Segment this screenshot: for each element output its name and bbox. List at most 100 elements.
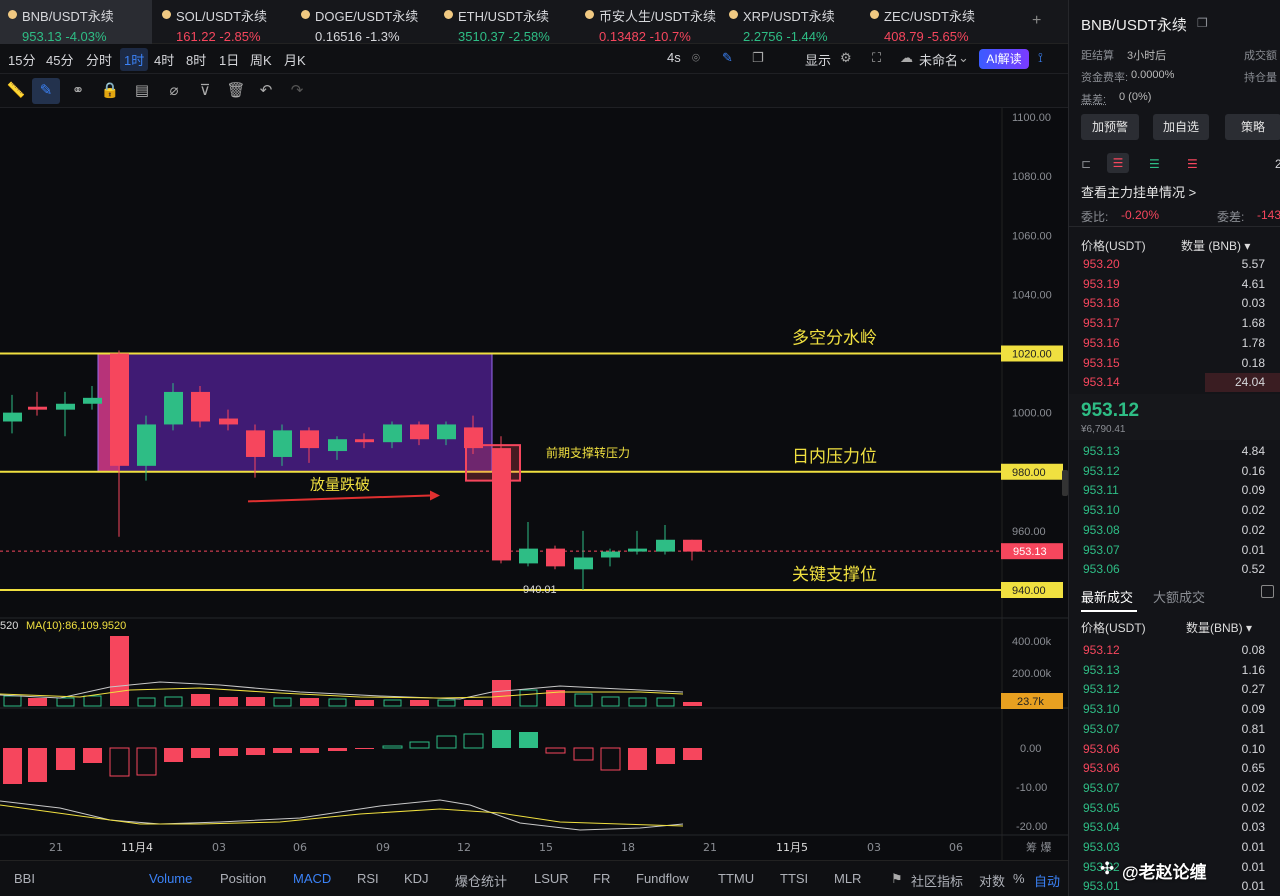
indicator-tab-爆仓统计[interactable]: 爆仓统计 — [455, 871, 507, 890]
symbol-name: ZEC/USDT永续 — [884, 6, 998, 25]
fullscreen-icon[interactable]: ⛶ — [872, 50, 881, 66]
view-orders-link[interactable]: 查看主力挂单情况 > — [1081, 182, 1196, 201]
ask-row[interactable]: 953.14 24.04 — [1083, 373, 1265, 392]
tab-latest-trades[interactable]: 最新成交 — [1081, 587, 1133, 606]
symbol-tab[interactable]: XRP/USDT永续 2.2756 -1.44% — [721, 0, 857, 44]
cloud-icon[interactable]: ☁ — [900, 50, 913, 66]
share-icon[interactable]: ⟟ — [1038, 50, 1043, 66]
indicator-tab-lsur[interactable]: LSUR — [534, 871, 569, 886]
candle-body — [300, 430, 319, 448]
symbol-tab[interactable]: DOGE/USDT永续 0.16516 -1.3% — [293, 0, 429, 44]
template-select[interactable]: 未命名 — [919, 50, 958, 69]
layout-icon[interactable]: ❐ — [752, 50, 764, 66]
trade-qty: 0.65 — [1242, 761, 1265, 775]
ask-row[interactable]: 953.15 0.18 — [1083, 354, 1265, 373]
depth-bids-icon[interactable]: ☰ — [1149, 157, 1160, 171]
bid-price: 953.08 — [1083, 523, 1120, 537]
symbol-tab[interactable]: 币安人生/USDT永续 0.13482 -10.7% — [577, 0, 713, 44]
ask-price: 953.18 — [1083, 296, 1120, 310]
timeframe-0[interactable]: 15分 — [8, 50, 35, 69]
undo-icon[interactable]: ↶ — [252, 78, 280, 104]
checkbox[interactable] — [1261, 585, 1274, 598]
ask-row[interactable]: 953.16 1.78 — [1083, 334, 1265, 353]
magnet-icon[interactable]: ⌀ — [160, 78, 188, 104]
ai-button[interactable]: AI解读 — [979, 49, 1029, 69]
bid-row[interactable]: 953.10 0.02 — [1083, 501, 1265, 520]
trade-price: 953.10 — [1083, 702, 1120, 716]
fib-icon[interactable]: ⚭ — [64, 78, 92, 104]
timeframe-3[interactable]: 1时 — [120, 48, 148, 71]
ask-price: 953.20 — [1083, 257, 1120, 271]
camera-icon[interactable]: ⌾ — [692, 50, 700, 66]
trade-qty-header[interactable]: 数量(BNB) ▾ — [1186, 619, 1252, 636]
qty-header[interactable]: 数量 (BNB) ▾ — [1181, 237, 1250, 254]
display-button[interactable]: 显示 — [805, 50, 831, 69]
timeframe-6[interactable]: 1日 — [219, 50, 239, 69]
symbol-tab[interactable]: BNB/USDT永续 953.13 -4.03% — [0, 0, 152, 44]
timeframe-1[interactable]: 45分 — [46, 50, 73, 69]
ask-row[interactable]: 953.20 5.57 — [1083, 255, 1265, 274]
indicator-tab-mlr[interactable]: MLR — [834, 871, 861, 886]
trade-qty: 0.01 — [1242, 860, 1265, 874]
depth-mode-icon[interactable]: ⊏ — [1081, 157, 1091, 171]
ask-row[interactable]: 953.17 1.68 — [1083, 314, 1265, 333]
trade-qty: 0.10 — [1242, 742, 1265, 756]
tab-big-trades[interactable]: 大额成交 — [1153, 587, 1205, 606]
bid-row[interactable]: 953.12 0.16 — [1083, 462, 1265, 481]
depth-both-icon[interactable]: ☰ — [1107, 153, 1129, 173]
symbol-name: 币安人生/USDT永续 — [599, 6, 713, 25]
pen-icon[interactable]: ✎ — [722, 50, 733, 66]
lock-icon[interactable]: 🔒 — [96, 78, 124, 104]
add-watchlist-button[interactable]: 加自选 — [1153, 114, 1209, 140]
percent-toggle[interactable]: % — [1013, 871, 1025, 886]
timeframe-2[interactable]: 分时 — [86, 50, 112, 69]
chart-canvas[interactable]: 1100.00 1080.00 1060.00 1040.00 1000.00 960.0… — [0, 108, 1068, 860]
bid-row[interactable]: 953.07 0.01 — [1083, 541, 1265, 560]
timeframe-4[interactable]: 4时 — [154, 50, 174, 69]
timeframe-5[interactable]: 8时 — [186, 50, 206, 69]
timeframe-7[interactable]: 周K — [250, 50, 272, 69]
indicator-tab-volume[interactable]: Volume — [149, 871, 192, 886]
timeframe-8[interactable]: 月K — [284, 50, 306, 69]
copy-icon[interactable]: ❐ — [1197, 16, 1208, 30]
indicator-tab-position[interactable]: Position — [220, 871, 266, 886]
indicator-tab-ttsi[interactable]: TTSI — [780, 871, 808, 886]
symbol-tab[interactable]: ETH/USDT永续 3510.37 -2.58% — [436, 0, 572, 44]
auto-toggle[interactable]: 自动 — [1034, 871, 1060, 890]
pencil-icon[interactable]: ✎ — [32, 78, 60, 104]
bid-row[interactable]: 953.13 4.84 — [1083, 442, 1265, 461]
ask-row[interactable]: 953.19 4.61 — [1083, 275, 1265, 294]
strategy-button[interactable]: 策略 — [1225, 114, 1280, 140]
ask-row[interactable]: 953.18 0.03 — [1083, 294, 1265, 313]
add-alert-button[interactable]: 加预警 — [1081, 114, 1139, 140]
indicator-tab-fundflow[interactable]: Fundflow — [636, 871, 689, 886]
x-tick: 21 — [49, 841, 63, 854]
filter-icon[interactable]: ⊽ — [191, 78, 219, 104]
symbol-tab[interactable]: ZEC/USDT永续 408.79 -5.65% — [862, 0, 998, 44]
ask-price: 953.16 — [1083, 336, 1120, 350]
ruler-icon[interactable]: 📏 — [2, 78, 30, 104]
community-indicators[interactable]: 社区指标 — [911, 871, 963, 890]
candle-body — [273, 430, 292, 457]
refresh-interval[interactable]: 4s — [667, 50, 681, 65]
depth-asks-icon[interactable]: ☰ — [1187, 157, 1198, 171]
template-icon[interactable]: ▤ — [128, 78, 156, 104]
bid-row[interactable]: 953.11 0.09 — [1083, 481, 1265, 500]
indicator-tab-ttmu[interactable]: TTMU — [718, 871, 754, 886]
settings-icon[interactable]: ⚙ — [840, 50, 852, 66]
indicator-tab-fr[interactable]: FR — [593, 871, 610, 886]
trash-icon[interactable]: 🗑 — [222, 78, 250, 104]
redo-icon[interactable]: ↷ — [283, 78, 311, 104]
add-tab-button[interactable]: + — [1032, 12, 1041, 30]
indicator-tab-bbi[interactable]: BBI — [14, 871, 35, 886]
symbol-tab[interactable]: SOL/USDT永续 161.22 -2.85% — [154, 0, 290, 44]
bid-row[interactable]: 953.06 0.52 — [1083, 560, 1265, 579]
depth-precision[interactable]: 2 — [1275, 157, 1280, 171]
indicator-tab-kdj[interactable]: KDJ — [404, 871, 429, 886]
bid-row[interactable]: 953.08 0.02 — [1083, 521, 1265, 540]
kline-chart[interactable]: 1100.00 1080.00 1060.00 1040.00 1000.00 960.0… — [0, 108, 1068, 860]
trade-row: 953.12 0.08 — [1083, 641, 1265, 660]
log-toggle[interactable]: 对数 — [979, 871, 1005, 890]
indicator-tab-rsi[interactable]: RSI — [357, 871, 379, 886]
indicator-tab-macd[interactable]: MACD — [293, 871, 331, 886]
